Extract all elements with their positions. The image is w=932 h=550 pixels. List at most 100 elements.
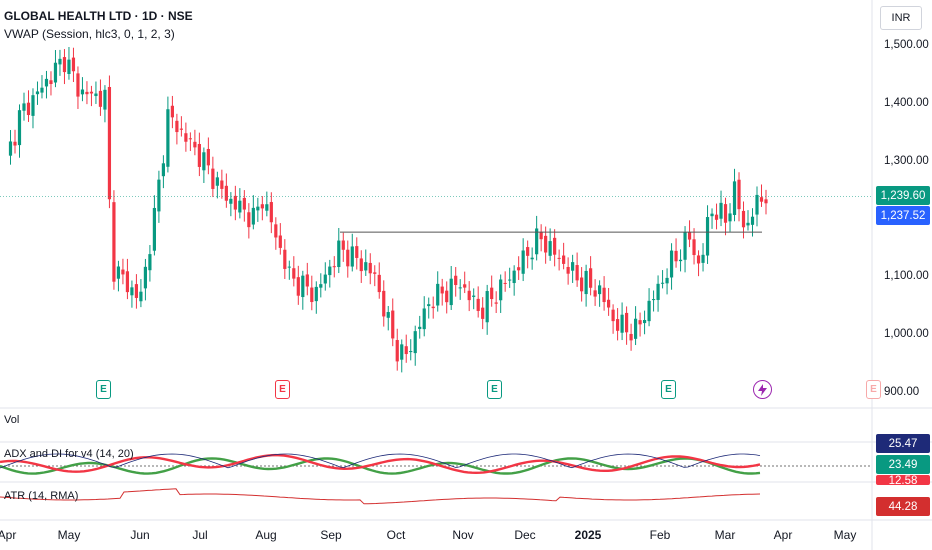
candle [233, 185, 237, 221]
candle [719, 190, 723, 227]
candle [669, 243, 674, 290]
candle [188, 132, 192, 152]
candle [535, 215, 539, 261]
price-tick-label: 1,100.00 [884, 270, 929, 283]
candle [377, 262, 381, 299]
candle [611, 304, 615, 334]
candle [508, 267, 512, 288]
time-tick-label: Sep [320, 528, 342, 542]
candle [193, 129, 197, 156]
candle [161, 155, 165, 189]
candle [530, 247, 534, 270]
candle [40, 75, 44, 99]
candle [575, 252, 579, 287]
candle [436, 271, 440, 312]
candle [503, 271, 507, 292]
candle [593, 279, 597, 306]
candle [494, 291, 498, 313]
time-tick-label: Aug [255, 528, 277, 542]
candle [319, 273, 323, 298]
candle [499, 274, 503, 313]
adx-label[interactable]: ADX and DI for v4 (14, 20) [4, 448, 134, 460]
candle [305, 262, 309, 296]
candle [130, 280, 134, 308]
candle [557, 249, 561, 271]
candle [301, 270, 305, 310]
candle [629, 323, 633, 351]
candle [143, 258, 148, 301]
candle [692, 228, 696, 265]
candle [737, 172, 741, 222]
candle [566, 257, 570, 285]
candle [422, 296, 426, 337]
atr-value-badge: 44.28 [876, 497, 930, 516]
candle [215, 171, 219, 199]
adx-value-badge: 25.47 [876, 434, 930, 453]
candle [359, 250, 363, 283]
time-tick-label: Mar [714, 528, 736, 542]
time-tick-label: Jun [130, 528, 150, 542]
candle [481, 297, 485, 330]
candle [602, 276, 606, 311]
candle [278, 223, 282, 255]
candle [728, 203, 732, 232]
candle [265, 191, 269, 217]
earnings-icon[interactable]: E [487, 380, 502, 399]
candle [242, 190, 246, 222]
candle [732, 168, 737, 222]
earnings-icon[interactable]: E [661, 380, 676, 399]
candle [260, 196, 264, 221]
candle [710, 208, 714, 229]
candle [759, 184, 764, 207]
candle [687, 220, 692, 248]
candle [31, 88, 35, 129]
candle [413, 325, 417, 366]
candle [458, 279, 462, 300]
candle [553, 229, 557, 267]
symbol-title[interactable]: GLOBAL HEALTH LTD · 1D · NSE [4, 9, 193, 23]
candle [256, 197, 260, 222]
candle [247, 203, 251, 239]
candle [310, 275, 314, 311]
candle [296, 265, 300, 305]
candle [98, 79, 103, 116]
earnings-icon[interactable]: E [96, 380, 111, 399]
candle [589, 256, 593, 296]
minus-di-value-badge: 12.58 [876, 475, 930, 485]
candle [755, 186, 759, 227]
candle [85, 81, 89, 105]
candle [287, 260, 291, 280]
atr-label[interactable]: ATR (14, RMA) [4, 490, 79, 502]
candle [364, 249, 368, 276]
candle [714, 203, 719, 230]
time-tick-label: Nov [452, 528, 474, 542]
candle [49, 71, 53, 96]
candle [274, 217, 278, 250]
earnings-icon[interactable]: E [275, 380, 290, 399]
candle [269, 192, 273, 234]
price-tick-label: 1,500.00 [884, 39, 929, 51]
candle [409, 339, 413, 361]
candle [539, 224, 543, 252]
candle [229, 192, 233, 217]
lightning-icon[interactable] [753, 380, 772, 399]
currency-selector[interactable]: INR [880, 6, 922, 30]
candle [238, 188, 242, 219]
candle [341, 232, 345, 262]
earnings-icon[interactable]: E [866, 380, 881, 399]
candle [607, 287, 611, 316]
candle [445, 281, 449, 314]
atr-line [0, 488, 761, 505]
time-tick-label: Feb [649, 528, 671, 542]
candle [373, 265, 377, 287]
time-tick-label: Dec [514, 528, 536, 542]
candle [598, 280, 602, 307]
candle [705, 205, 710, 264]
vwap-indicator-label[interactable]: VWAP (Session, hlc3, 0, 1, 2, 3) [4, 27, 175, 41]
candle [103, 85, 107, 123]
candle [337, 227, 341, 274]
candle [166, 96, 170, 173]
candle [112, 190, 116, 290]
plus-di-line [0, 457, 761, 475]
